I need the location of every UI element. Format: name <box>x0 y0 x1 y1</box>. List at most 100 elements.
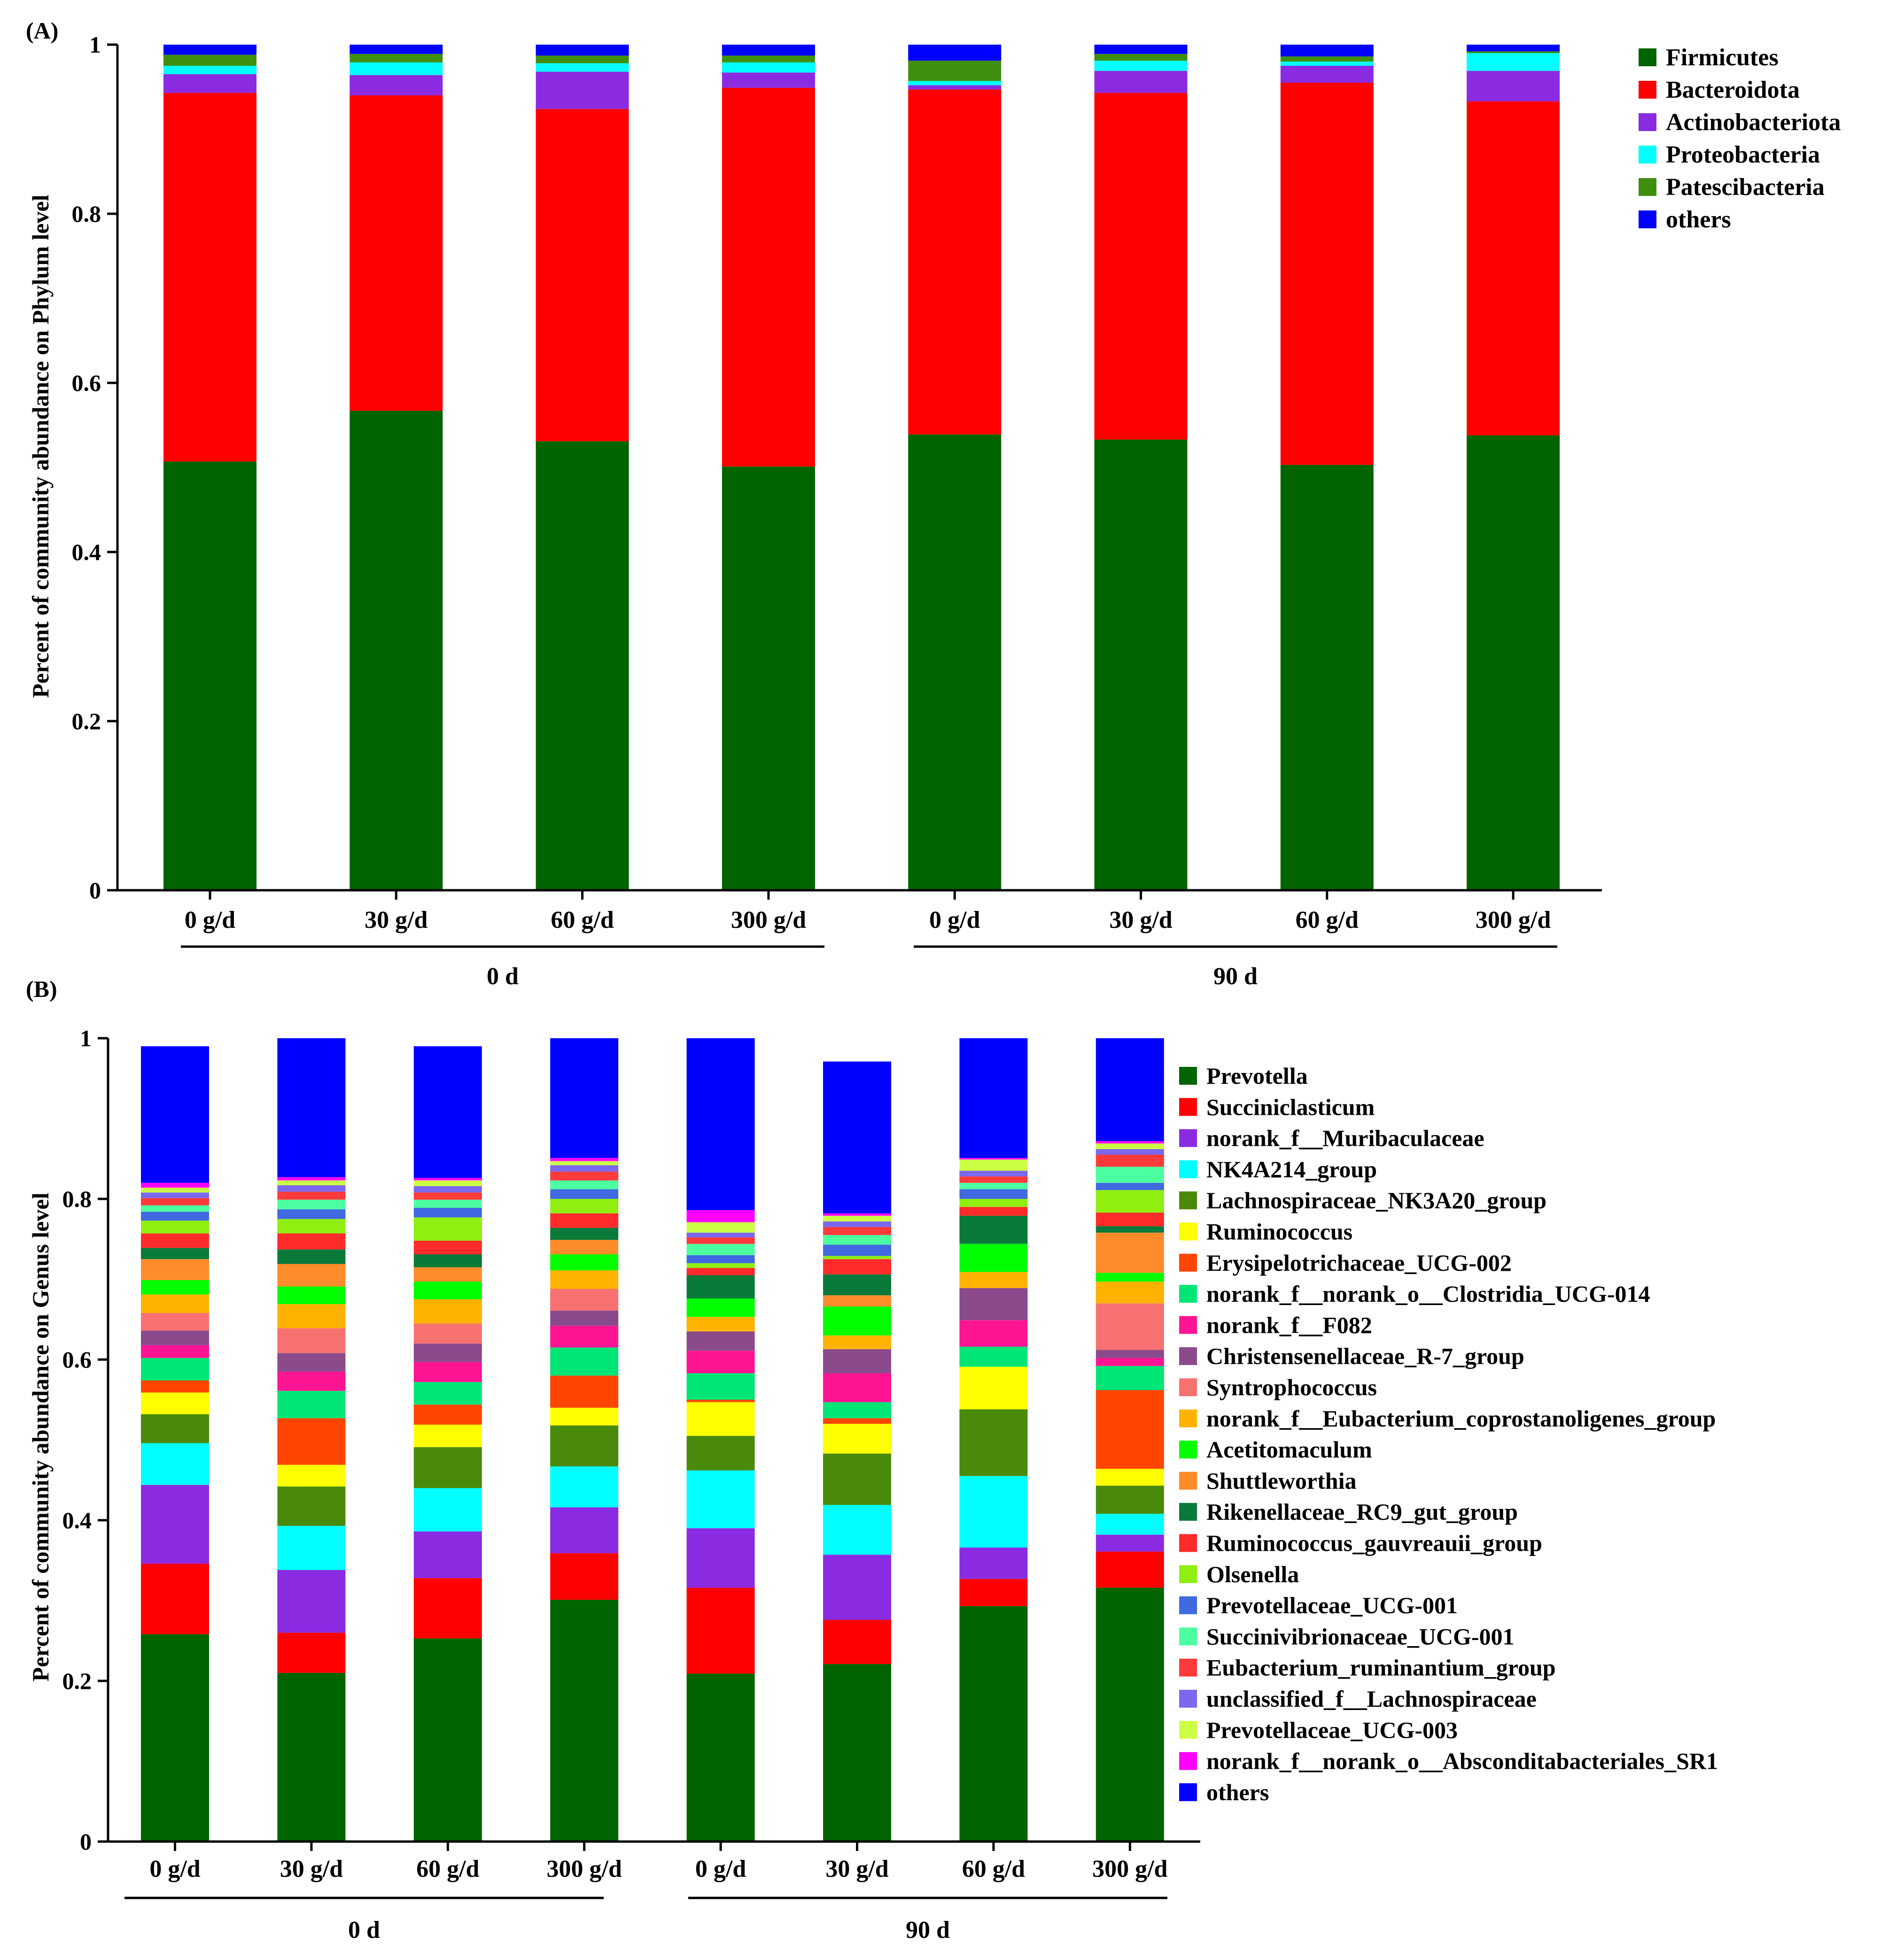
y-tick-label-b: 1 <box>80 1025 92 1051</box>
bar-segment-b-ruminococcus-gauvreauii-group-7 <box>1096 1213 1164 1227</box>
bar-segment-b-rikenellaceae-rc9-gut-group-1 <box>277 1249 346 1264</box>
bar-segment-a-firmicutes-2 <box>536 441 629 890</box>
legend-label-a-bacteroidota: Bacteroidota <box>1666 77 1800 103</box>
bar-segment-b-norank-f-norank-o-absconditabacteriales-sr1-6 <box>959 1158 1028 1160</box>
bar-segment-b-lachnospiraceae-nk3a20-group-1 <box>277 1486 346 1526</box>
bar-segment-b-ruminococcus-5 <box>823 1423 891 1454</box>
bar-segment-b-prevotellaceae-ucg-003-7 <box>1096 1143 1164 1149</box>
bar-segment-b-norank-f-norank-o-clostridia-ucg-014-6 <box>959 1346 1028 1367</box>
legend-label-b-norank-f-norank-o-clostridia-ucg-014: norank_f__norank_o__Clostridia_UCG-014 <box>1206 1281 1650 1307</box>
bar-segment-b-prevotellaceae-ucg-003-5 <box>823 1215 891 1221</box>
bar-segment-a-actinobacteriota-1 <box>350 75 443 95</box>
legend-swatch-a-others <box>1639 210 1656 228</box>
legend-label-a-proteobacteria: Proteobacteria <box>1666 141 1820 168</box>
legend-swatch-b-prevotellaceae-ucg-001 <box>1179 1596 1197 1615</box>
bar-segment-b-erysipelotrichaceae-ucg-002-3 <box>550 1376 619 1408</box>
legend-swatch-a-bacteroidota <box>1639 81 1656 99</box>
bar-segment-b-norank-f-norank-o-clostridia-ucg-014-0 <box>141 1358 209 1381</box>
bar-segment-b-olsenella-7 <box>1096 1190 1164 1213</box>
x-tick-label-a: 300 g/d <box>731 907 806 933</box>
bar-segment-b-nk4a214-group-4 <box>686 1470 755 1529</box>
bar-segment-b-others-4 <box>686 1038 755 1210</box>
bar-segment-b-prevotellaceae-ucg-001-6 <box>959 1189 1028 1199</box>
bar-segment-b-norank-f-muribaculaceae-6 <box>959 1547 1028 1579</box>
bar-segment-b-norank-f-eubacterium-coprostanoligenes-group-6 <box>959 1272 1028 1288</box>
legend-swatch-b-prevotella <box>1179 1067 1197 1085</box>
bar-segment-b-norank-f-muribaculaceae-7 <box>1096 1534 1164 1552</box>
bar-segment-b-norank-f-f082-3 <box>550 1326 619 1348</box>
bar-segment-a-bacteroidota-0 <box>163 93 256 462</box>
y-tick-label-b: 0.8 <box>62 1186 92 1212</box>
bar-segment-a-actinobacteriota-0 <box>163 74 256 93</box>
x-tick-label-a: 60 g/d <box>551 907 614 933</box>
bar-segment-b-ruminococcus-4 <box>686 1402 755 1436</box>
bar-segment-b-ruminococcus-6 <box>959 1367 1028 1409</box>
bar-segment-b-ruminococcus-gauvreauii-group-6 <box>959 1207 1028 1216</box>
bar-segment-b-norank-f-eubacterium-coprostanoligenes-group-5 <box>823 1335 891 1349</box>
bar-segment-b-christensenellaceae-r-7-group-7 <box>1096 1350 1164 1358</box>
bar-segment-b-christensenellaceae-r-7-group-0 <box>141 1330 209 1345</box>
bar-segment-b-acetitomaculum-4 <box>686 1298 755 1317</box>
bar-segment-a-firmicutes-5 <box>1094 439 1188 890</box>
legend-b: Prevotella Succiniclasticum norank_f__Muri… <box>1179 1063 1718 1805</box>
bar-segment-b-olsenella-4 <box>686 1263 755 1268</box>
y-tick-label-a: 0 <box>89 877 101 903</box>
bar-segment-b-prevotellaceae-ucg-003-0 <box>141 1188 209 1193</box>
bar-segment-a-bacteroidota-1 <box>350 95 443 411</box>
bar-segment-b-erysipelotrichaceae-ucg-002-1 <box>277 1418 346 1465</box>
legend-swatch-b-unclassified-f-lachnospiraceae <box>1179 1690 1197 1708</box>
legend-swatch-b-norank-f-eubacterium-coprostanoligenes-group <box>1179 1409 1197 1428</box>
bar-segment-b-succiniclasticum-6 <box>959 1578 1028 1606</box>
x-tick-label-b: 300 g/d <box>1092 1856 1167 1882</box>
bar-segment-b-norank-f-f082-1 <box>277 1371 346 1391</box>
bar-segment-b-others-5 <box>823 1061 891 1213</box>
bar-segment-b-norank-f-eubacterium-coprostanoligenes-group-7 <box>1096 1282 1164 1304</box>
bar-segment-b-norank-f-eubacterium-coprostanoligenes-group-2 <box>413 1299 482 1324</box>
bar-segment-b-norank-f-norank-o-absconditabacteriales-sr1-4 <box>686 1210 755 1222</box>
bar-segment-a-proteobacteria-7 <box>1467 53 1560 71</box>
bar-segment-a-proteobacteria-3 <box>722 62 815 73</box>
legend-label-b-shuttleworthia: Shuttleworthia <box>1206 1468 1356 1494</box>
legend-label-b-prevotella: Prevotella <box>1206 1063 1308 1089</box>
legend-label-a-actinobacteriota: Actinobacteriota <box>1666 109 1841 136</box>
legend-label-a-firmicutes: Firmicutes <box>1666 44 1779 71</box>
bar-segment-b-succiniclasticum-4 <box>686 1587 755 1674</box>
x-tick-label-b: 30 g/d <box>825 1856 888 1882</box>
bar-segment-b-ruminococcus-gauvreauii-group-3 <box>550 1213 619 1228</box>
y-tick-label-a: 0.2 <box>72 708 101 734</box>
bar-segment-a-others-2 <box>536 45 629 56</box>
bar-segment-b-prevotellaceae-ucg-001-0 <box>141 1212 209 1221</box>
legend-label-b-norank-f-f082: norank_f__F082 <box>1206 1312 1372 1338</box>
legend-label-b-succiniclasticum: Succiniclasticum <box>1206 1094 1375 1120</box>
bar-segment-b-norank-f-eubacterium-coprostanoligenes-group-1 <box>277 1304 346 1329</box>
legend-label-b-rikenellaceae-rc9-gut-group: Rikenellaceae_RC9_gut_group <box>1206 1499 1518 1525</box>
bar-segment-b-prevotellaceae-ucg-001-2 <box>413 1207 482 1218</box>
bar-segment-b-acetitomaculum-7 <box>1096 1273 1164 1282</box>
legend-label-b-ruminococcus: Ruminococcus <box>1206 1219 1352 1245</box>
x-tick-label-b: 300 g/d <box>547 1856 622 1882</box>
bar-segment-b-norank-f-muribaculaceae-3 <box>550 1507 619 1554</box>
bar-segment-b-succinivibrionaceae-ucg-001-2 <box>413 1199 482 1208</box>
bar-segment-b-norank-f-f082-0 <box>141 1345 209 1358</box>
bar-segment-a-actinobacteriota-6 <box>1280 66 1374 83</box>
legend-label-b-acetitomaculum: Acetitomaculum <box>1206 1437 1372 1463</box>
bar-segment-b-norank-f-norank-o-clostridia-ucg-014-4 <box>686 1373 755 1400</box>
bar-segment-a-bacteroidota-4 <box>908 89 1002 435</box>
bar-segment-a-proteobacteria-6 <box>1280 62 1374 66</box>
bar-segment-a-bacteroidota-6 <box>1280 83 1374 465</box>
y-tick-label-b: 0.2 <box>62 1668 92 1694</box>
bar-segment-a-others-3 <box>722 45 815 56</box>
bar-segment-b-christensenellaceae-r-7-group-5 <box>823 1349 891 1374</box>
legend-label-b-christensenellaceae-r-7-group: Christensenellaceae_R-7_group <box>1206 1343 1524 1369</box>
x-tick-label-b: 60 g/d <box>962 1856 1025 1882</box>
legend-swatch-b-ruminococcus <box>1179 1222 1197 1241</box>
x-tick-label-a: 0 g/d <box>929 907 980 933</box>
legend-label-b-unclassified-f-lachnospiraceae: unclassified_f__Lachnospiraceae <box>1206 1686 1537 1712</box>
bar-segment-a-bacteroidota-7 <box>1467 101 1560 435</box>
bar-segment-b-unclassified-f-lachnospiraceae-4 <box>686 1232 755 1238</box>
group-label-a: 90 d <box>1213 963 1258 990</box>
bars-b <box>141 1038 1164 1842</box>
panel-b: (B) Percent of community abundance on Ge… <box>26 976 1718 1943</box>
bar-segment-b-olsenella-1 <box>277 1219 346 1234</box>
bar-segment-b-norank-f-eubacterium-coprostanoligenes-group-4 <box>686 1317 755 1332</box>
